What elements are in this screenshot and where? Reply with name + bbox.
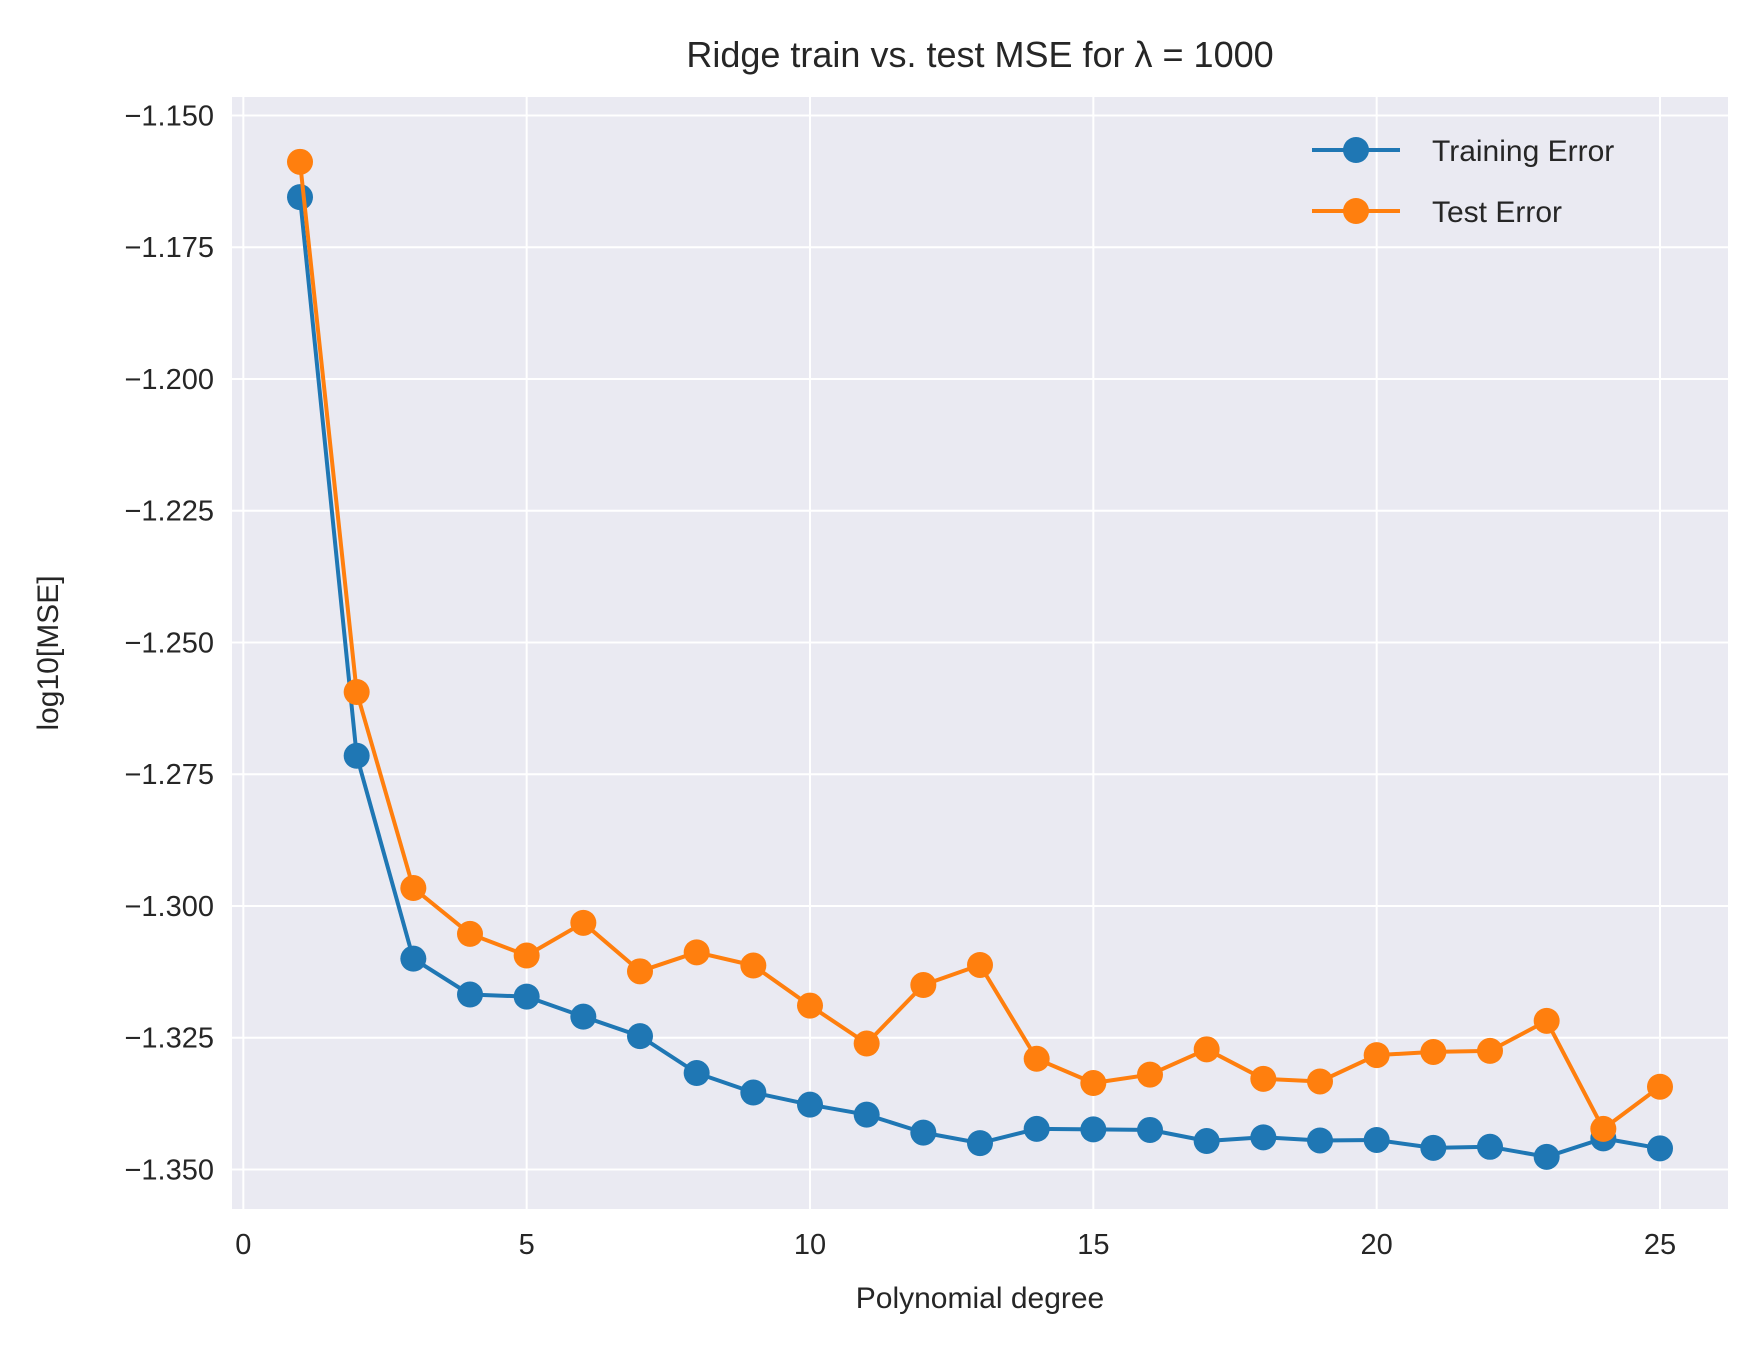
data-point-test <box>683 939 710 966</box>
data-point-test <box>1023 1045 1050 1072</box>
chart-title: Ridge train vs. test MSE for λ = 1000 <box>686 34 1273 75</box>
data-point-test <box>967 951 993 978</box>
grid <box>232 97 1728 1209</box>
data-point-training <box>287 184 313 211</box>
data-point-test <box>853 1030 880 1057</box>
data-point-training <box>1477 1133 1503 1160</box>
x-tick-label: 5 <box>519 1229 535 1261</box>
data-point-training <box>1420 1134 1447 1161</box>
x-tick-label: 10 <box>794 1229 826 1261</box>
plot-background <box>232 97 1728 1209</box>
y-tick-label: −1.300 <box>124 891 214 923</box>
data-point-training <box>1533 1143 1560 1170</box>
ticks: 0 5 10 15 20 25 −1.150 −1.175 −1.200 −1.225 −1.250… <box>124 100 1676 1261</box>
legend-label-training: Training Error <box>1432 135 1614 168</box>
data-point-test <box>287 148 313 175</box>
data-point-test <box>1363 1042 1390 1069</box>
y-tick-label: −1.175 <box>124 232 214 264</box>
data-point-test <box>1250 1065 1277 1092</box>
legend-marker-test <box>1343 198 1369 224</box>
data-point-test <box>1193 1036 1220 1063</box>
data-point-test <box>343 678 370 705</box>
data-point-test <box>400 875 427 902</box>
x-axis-label: Polynomial degree <box>856 1282 1104 1315</box>
y-tick-label: −1.275 <box>124 759 214 791</box>
data-point-test <box>1477 1037 1503 1064</box>
data-point-training <box>1193 1128 1220 1155</box>
data-point-training <box>513 983 540 1010</box>
x-tick-label: 15 <box>1077 1229 1109 1261</box>
data-point-test <box>1420 1038 1447 1065</box>
data-point-test <box>1080 1070 1107 1097</box>
data-point-training <box>400 945 427 972</box>
data-point-training <box>1647 1135 1673 1162</box>
y-tick-label: −1.325 <box>124 1023 214 1055</box>
legend-marker-training <box>1343 137 1369 163</box>
data-point-training <box>1250 1124 1277 1151</box>
y-tick-label: −1.250 <box>124 627 214 659</box>
data-point-test <box>1533 1007 1560 1034</box>
data-point-training <box>740 1079 767 1106</box>
y-axis-label: log10[MSE] <box>32 575 65 730</box>
data-point-training <box>967 1130 993 1157</box>
legend: Training Error Test Error <box>1312 135 1614 229</box>
data-point-test <box>797 992 823 1019</box>
data-point-training <box>1363 1126 1390 1153</box>
data-point-test <box>627 958 653 985</box>
data-point-test <box>910 972 937 999</box>
y-tick-label: −1.350 <box>124 1154 214 1186</box>
data-point-training <box>457 981 483 1008</box>
y-tick-label: −1.225 <box>124 496 214 528</box>
data-point-test <box>457 920 483 947</box>
y-tick-label: −1.150 <box>124 100 214 132</box>
data-point-test <box>1137 1061 1163 1088</box>
data-point-test <box>570 909 597 936</box>
series-test <box>287 148 1673 1142</box>
data-point-training <box>1080 1116 1107 1143</box>
data-point-training <box>1307 1127 1333 1154</box>
series-layer <box>287 148 1673 1170</box>
data-point-training <box>570 1003 597 1030</box>
data-point-test <box>1590 1115 1617 1142</box>
legend-label-test: Test Error <box>1432 196 1562 229</box>
data-point-training <box>683 1060 710 1087</box>
data-point-training <box>910 1119 937 1146</box>
data-point-training <box>1023 1115 1050 1142</box>
data-point-training <box>797 1091 823 1118</box>
data-point-test <box>1307 1068 1333 1095</box>
series-training <box>287 184 1673 1170</box>
x-tick-label: 0 <box>235 1229 251 1261</box>
data-point-training <box>1137 1116 1163 1143</box>
data-point-test <box>740 952 767 979</box>
data-point-test <box>513 942 540 969</box>
y-tick-label: −1.200 <box>124 364 214 396</box>
x-tick-label: 20 <box>1361 1229 1393 1261</box>
data-point-training <box>853 1101 880 1128</box>
data-point-test <box>1647 1073 1673 1100</box>
data-point-training <box>627 1023 653 1050</box>
data-point-training <box>343 742 370 769</box>
x-tick-label: 25 <box>1644 1229 1676 1261</box>
